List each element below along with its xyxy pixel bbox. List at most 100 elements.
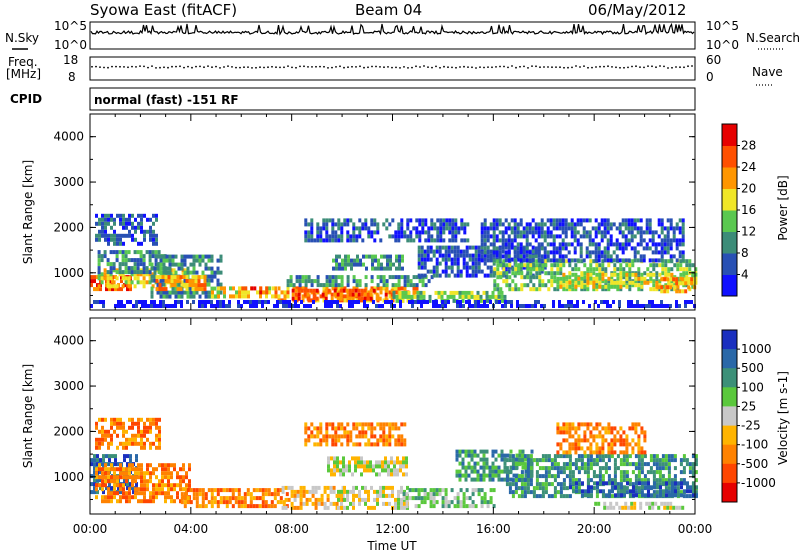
heatmap-cell — [211, 271, 214, 275]
heatmap-cell — [565, 438, 568, 442]
heatmap-cell — [244, 294, 247, 298]
heatmap-cell — [565, 426, 568, 430]
heatmap-cell — [345, 468, 348, 472]
heatmap-cell — [673, 254, 676, 258]
heatmap-cell — [321, 502, 324, 506]
heatmap-cell — [110, 262, 113, 266]
heatmap-cell — [122, 495, 125, 499]
heatmap-cell — [220, 500, 223, 504]
heatmap-cell — [626, 454, 629, 458]
heatmap-cell — [428, 279, 431, 283]
heatmap-cell — [568, 422, 571, 426]
heatmap-cell — [658, 218, 661, 222]
heatmap-cell — [550, 250, 553, 254]
heatmap-cell — [421, 230, 424, 234]
heatmap-cell — [355, 238, 358, 242]
heatmap-cell — [211, 267, 214, 271]
heatmap-cell — [371, 255, 374, 259]
heatmap-cell — [418, 222, 421, 226]
heatmap-cell — [193, 295, 196, 299]
heatmap-cell — [530, 478, 533, 482]
heatmap-cell — [569, 458, 572, 462]
heatmap-cell — [235, 488, 238, 492]
heatmap-cell — [164, 463, 167, 467]
freq-point — [523, 66, 525, 68]
heatmap-cell — [101, 418, 104, 422]
heatmap-cell — [460, 500, 463, 504]
heatmap-cell — [128, 495, 131, 499]
heatmap-cell — [492, 474, 495, 478]
heatmap-cell — [550, 267, 553, 271]
heatmap-cell — [675, 277, 678, 281]
heatmap-cell — [680, 462, 683, 466]
heatmap-cell — [638, 462, 641, 466]
heatmap-cell — [319, 430, 322, 434]
heatmap-cell — [123, 304, 126, 308]
heatmap-cell — [566, 462, 569, 466]
heatmap-cell — [170, 471, 173, 475]
heatmap-cell — [244, 504, 247, 508]
heatmap-cell — [331, 434, 334, 438]
heatmap-cell — [373, 222, 376, 226]
heatmap-cell — [110, 276, 113, 280]
heatmap-cell — [588, 304, 591, 308]
heatmap-cell — [619, 438, 622, 442]
heatmap-cell — [160, 279, 163, 283]
heatmap-cell — [577, 258, 580, 262]
heatmap-cell — [683, 466, 686, 470]
heatmap-cell — [553, 275, 556, 279]
heatmap-cell — [128, 218, 131, 222]
heatmap-cell — [669, 277, 672, 281]
heatmap-cell — [413, 283, 416, 287]
heatmap-cell — [569, 462, 572, 466]
heatmap-cell — [587, 485, 590, 489]
heatmap-cell — [662, 489, 665, 493]
heatmap-cell — [125, 218, 128, 222]
heatmap-cell — [658, 258, 661, 262]
heatmap-cell — [119, 471, 122, 475]
heatmap-cell — [508, 283, 511, 287]
heatmap-cell — [574, 250, 577, 254]
heatmap-cell — [559, 234, 562, 238]
heatmap-cell — [625, 263, 628, 267]
heatmap-cell — [547, 254, 550, 258]
heatmap-cell — [643, 238, 646, 242]
heatmap-cell — [667, 242, 670, 246]
heatmap-cell — [114, 454, 117, 458]
heatmap-cell — [304, 222, 307, 226]
freq-point — [511, 65, 513, 67]
nsearch-min-tick: 10^0 — [706, 38, 739, 52]
heatmap-cell — [372, 300, 375, 304]
heatmap-cell — [596, 474, 599, 478]
heatmap-cell — [349, 434, 352, 438]
heatmap-cell — [265, 294, 268, 298]
heatmap-cell — [556, 246, 559, 250]
heatmap-cell — [327, 494, 330, 498]
heatmap-cell — [584, 470, 587, 474]
freq-point — [183, 67, 185, 69]
freq-point — [663, 66, 665, 68]
heatmap-cell — [577, 442, 580, 446]
heatmap-cell — [325, 438, 328, 442]
heatmap-cell — [407, 279, 410, 283]
heatmap-cell — [515, 478, 518, 482]
heatmap-cell — [116, 418, 119, 422]
heatmap-cell — [683, 494, 686, 498]
heatmap-cell — [634, 246, 637, 250]
station-title: Syowa East (fitACF) — [90, 1, 237, 19]
heatmap-cell — [378, 472, 381, 476]
freq-point — [247, 66, 249, 68]
heatmap-cell — [521, 478, 524, 482]
heatmap-cell — [649, 287, 652, 291]
heatmap-cell — [487, 226, 490, 230]
heatmap-cell — [119, 214, 122, 218]
heatmap-cell — [204, 304, 207, 308]
heatmap-cell — [339, 472, 342, 476]
heatmap-cell — [403, 438, 406, 442]
heatmap-cell — [535, 287, 538, 291]
heatmap-cell — [273, 304, 276, 308]
heatmap-cell — [370, 222, 373, 226]
heatmap-cell — [355, 442, 358, 446]
heatmap-cell — [593, 458, 596, 462]
heatmap-cell — [441, 300, 444, 304]
